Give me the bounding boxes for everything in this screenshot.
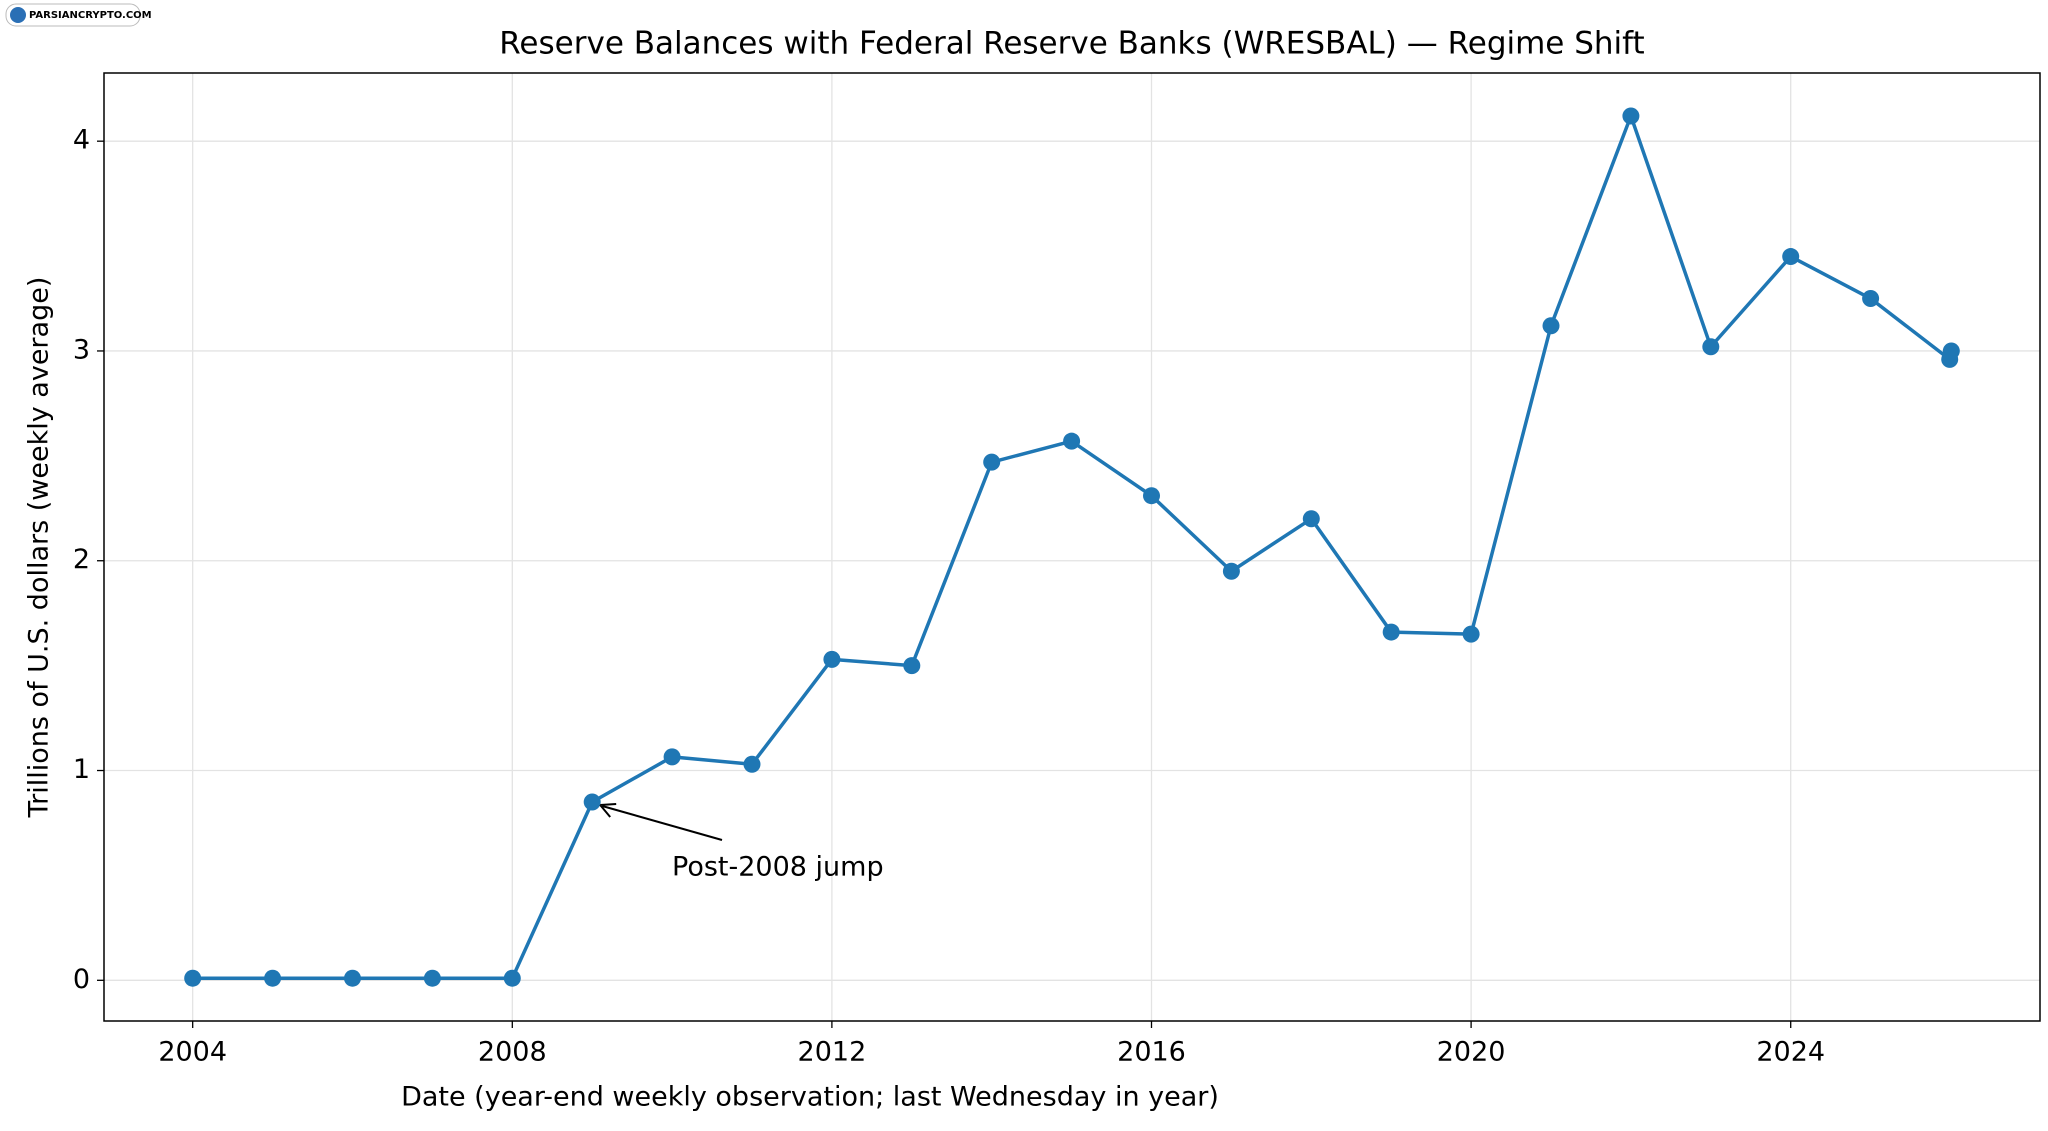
data-point [823, 650, 841, 668]
x-tick-label: 2024 [1756, 1037, 1825, 1068]
data-point [1862, 290, 1880, 308]
x-tick-label: 2004 [158, 1037, 227, 1068]
data-point [264, 969, 282, 987]
data-point [1622, 107, 1640, 125]
chart-title: Reserve Balances with Federal Reserve Ba… [499, 26, 1644, 62]
data-point [1462, 625, 1480, 643]
data-point [743, 755, 761, 773]
data-point [663, 748, 681, 766]
data-point [503, 969, 521, 987]
x-tick-label: 2016 [1117, 1037, 1186, 1068]
watermark: PARSIANCRYPTO.COM [5, 3, 152, 27]
data-point [583, 793, 601, 811]
data-point [1382, 623, 1400, 641]
data-point [1063, 432, 1081, 450]
y-tick-label: 2 [73, 544, 90, 575]
data-point [184, 969, 202, 987]
watermark-text: PARSIANCRYPTO.COM [29, 10, 152, 21]
data-point [1222, 562, 1240, 580]
data-point [983, 453, 1001, 471]
y-tick-label: 3 [73, 334, 90, 365]
data-point [423, 969, 441, 987]
watermark-icon [10, 7, 26, 23]
annotation: Post-2008 jump [672, 852, 884, 883]
data-line [192, 114, 1954, 980]
data-point [1782, 248, 1800, 266]
data-point [903, 657, 921, 675]
data-point [343, 969, 361, 987]
x-tick-label: 2008 [478, 1037, 547, 1068]
y-axis-label: Trillions of U.S. dollars (weekly averag… [24, 277, 55, 819]
x-tick-label: 2020 [1437, 1037, 1506, 1068]
y-tick-label: 1 [73, 754, 90, 785]
x-tick-label: 2012 [798, 1037, 867, 1068]
data-point [1302, 510, 1320, 528]
plot-frame [103, 72, 2041, 1022]
data-point [1542, 317, 1560, 335]
y-tick-label: 4 [73, 125, 90, 156]
annotation-arrowhead [599, 802, 617, 818]
data-point [1702, 338, 1720, 356]
x-axis-label: Date (year-end weekly observation; last … [401, 1082, 1219, 1113]
data-point [1143, 487, 1161, 505]
y-tick-label: 0 [73, 964, 90, 995]
watermark-badge [5, 3, 141, 27]
data-point [1942, 342, 1960, 360]
annotation-arrow [601, 805, 723, 841]
